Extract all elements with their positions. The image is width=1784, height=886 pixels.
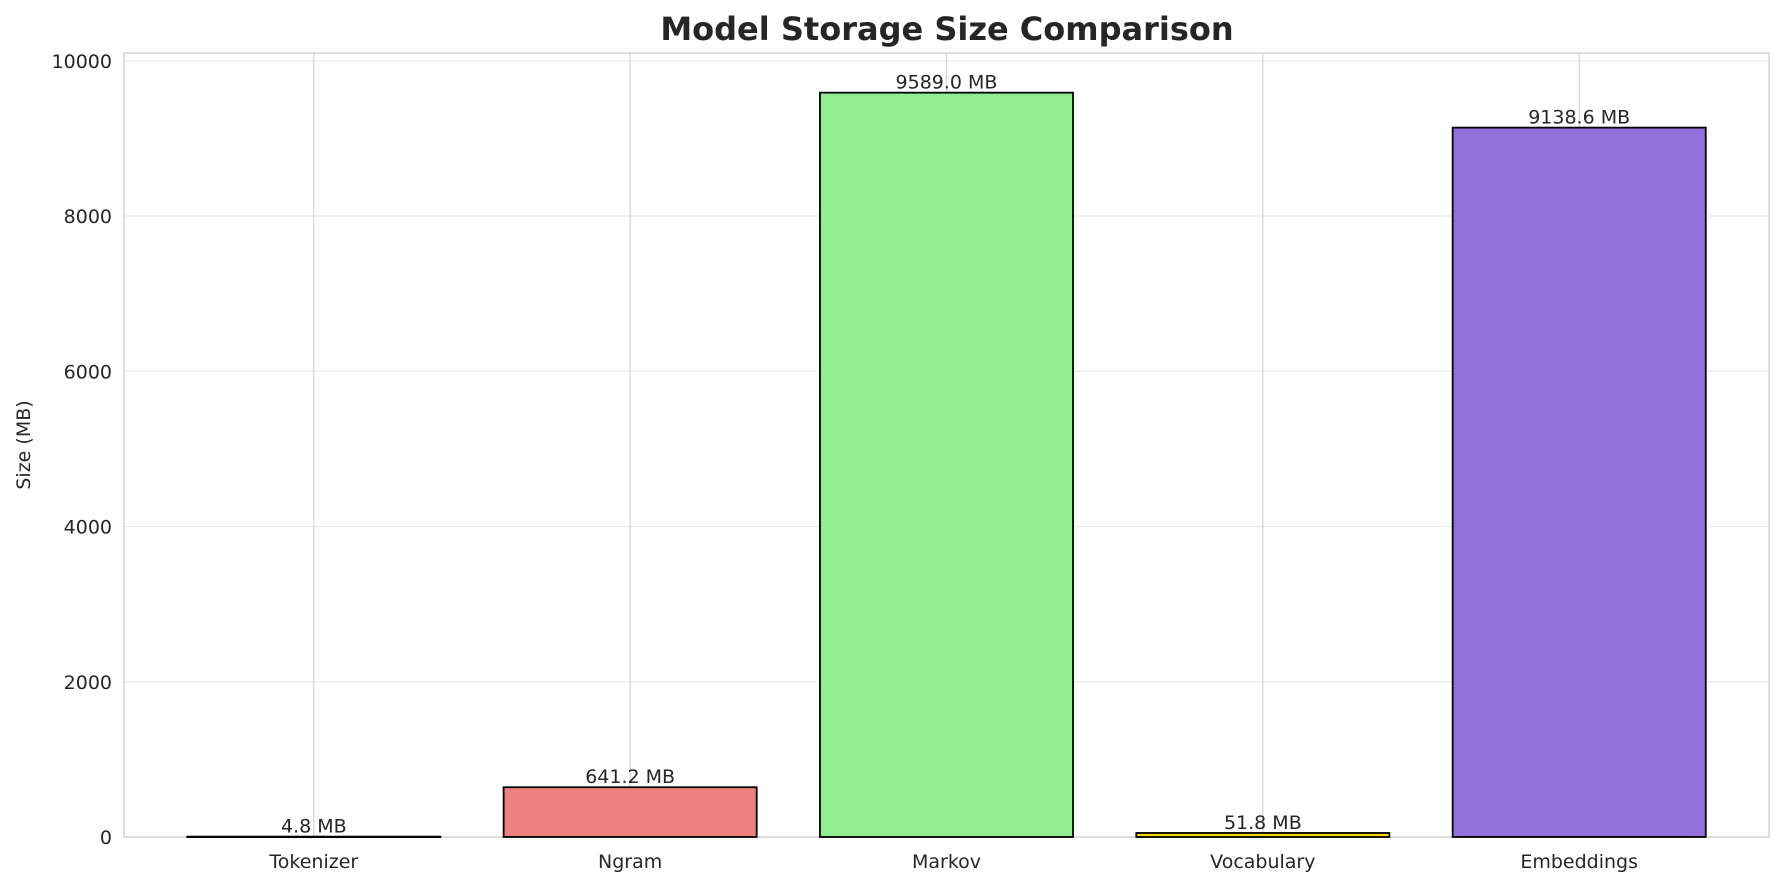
data-label-tokenizer: 4.8 MB bbox=[281, 816, 347, 838]
chart-title: Model Storage Size Comparison bbox=[660, 10, 1233, 48]
bar-ngram bbox=[502, 786, 758, 838]
x-tick-label-vocabulary: Vocabulary bbox=[1210, 851, 1315, 873]
bars bbox=[186, 91, 1707, 839]
x-tick-label-ngram: Ngram bbox=[598, 851, 662, 873]
data-label-ngram: 641.2 MB bbox=[585, 766, 675, 788]
data-label-markov: 9589.0 MB bbox=[896, 72, 998, 94]
bar-tokenizer bbox=[186, 835, 442, 839]
x-tick-label-embeddings: Embeddings bbox=[1520, 851, 1638, 873]
y-axis-label: Size (MB) bbox=[13, 400, 35, 489]
y-tick-label: 2000 bbox=[64, 672, 112, 694]
data-labels: 4.8 MB 641.2 MB 9589.0 MB 51.8 MB 9138.6 MB bbox=[281, 72, 1630, 838]
bar-embeddings bbox=[1451, 126, 1707, 838]
x-tick-label-tokenizer: Tokenizer bbox=[268, 851, 358, 873]
bar-vocabulary bbox=[1135, 832, 1391, 838]
y-tick-label: 8000 bbox=[64, 206, 112, 228]
x-axis-ticks: Tokenizer Ngram Markov Vocabulary Embeddings bbox=[268, 851, 1638, 873]
bar-markov bbox=[819, 91, 1074, 838]
data-label-vocabulary: 51.8 MB bbox=[1224, 812, 1302, 834]
y-axis-ticks: 0 2000 4000 6000 8000 10000 bbox=[52, 51, 112, 849]
x-tick-label-markov: Markov bbox=[912, 851, 981, 873]
y-tick-label: 0 bbox=[100, 827, 112, 849]
y-tick-label: 10000 bbox=[52, 51, 112, 73]
y-tick-label: 6000 bbox=[64, 361, 112, 383]
y-tick-label: 4000 bbox=[64, 517, 112, 539]
data-label-embeddings: 9138.6 MB bbox=[1528, 107, 1630, 129]
